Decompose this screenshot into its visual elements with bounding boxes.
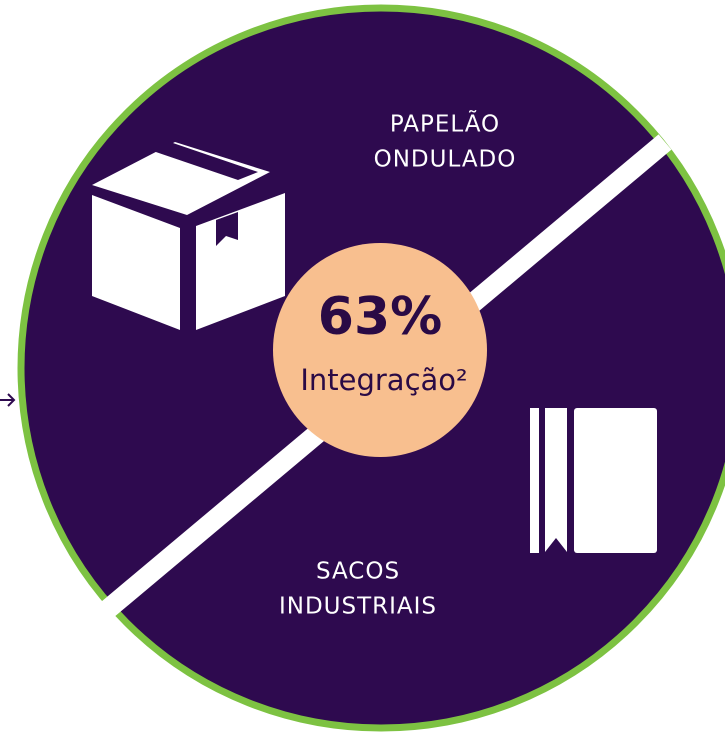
top-label-line: PAPELÃO xyxy=(390,110,500,138)
arrow xyxy=(0,393,16,407)
bottom-label-line: INDUSTRIAIS xyxy=(279,594,437,620)
center-circle xyxy=(273,243,487,457)
bottom-label-line: SACOS xyxy=(316,559,400,585)
top-label-line: ONDULADO xyxy=(374,147,517,173)
center-caption: Integração² xyxy=(300,363,467,397)
bag-icon xyxy=(530,408,657,553)
box-icon xyxy=(92,142,285,330)
center-value: 63% xyxy=(318,287,442,347)
box-tape xyxy=(150,142,258,246)
